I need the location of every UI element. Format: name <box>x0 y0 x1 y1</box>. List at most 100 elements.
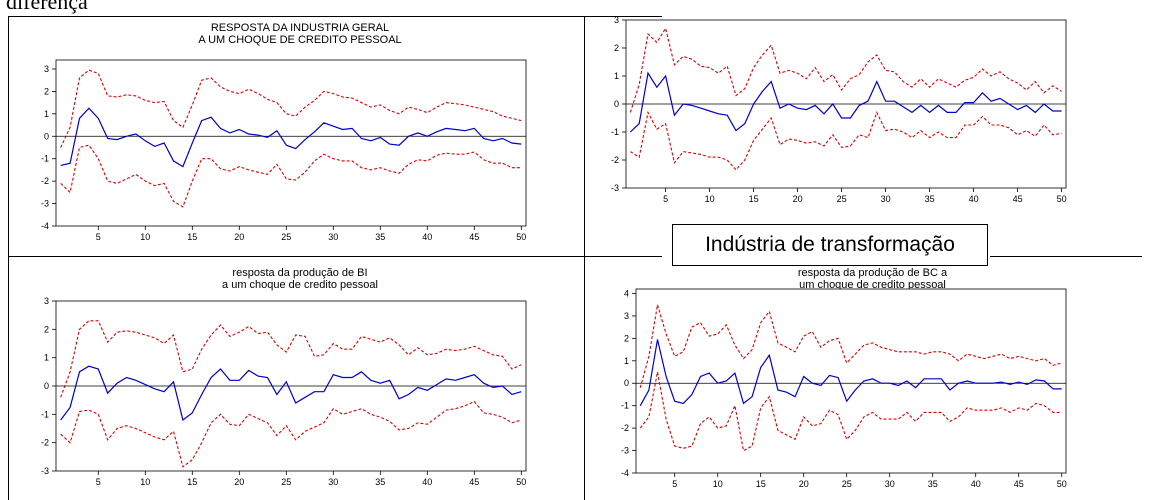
y-tick-label: 0 <box>44 381 49 391</box>
x-tick-label: 40 <box>422 477 432 487</box>
x-tick-label: 45 <box>469 477 479 487</box>
confidence-band-upper <box>60 320 522 398</box>
x-tick-label: 40 <box>971 479 981 489</box>
y-tick-label: -2 <box>41 438 49 448</box>
chart-1-title: RESPOSTA DA INDUSTRIA GERAL <box>210 22 390 34</box>
y-tick-label: -1 <box>41 409 49 419</box>
x-tick-label: 10 <box>705 194 715 204</box>
y-tick-label: -3 <box>611 183 619 193</box>
x-tick-label: 45 <box>1014 479 1024 489</box>
plot-frame <box>635 288 1067 474</box>
chart-4-title: resposta da produção de BC a <box>797 267 948 279</box>
x-tick-label: 30 <box>328 477 338 487</box>
x-tick-label: 15 <box>749 194 759 204</box>
frame-divider-horizontal-right <box>990 256 1142 257</box>
y-tick-label: 1 <box>44 353 49 363</box>
industry-label-box: Indústria de transformação <box>672 224 988 266</box>
y-tick-label: 2 <box>614 43 619 53</box>
impulse-response-line <box>629 71 1062 133</box>
x-tick-label: 15 <box>187 477 197 487</box>
x-tick-label: 15 <box>187 232 197 242</box>
x-tick-label: 5 <box>672 479 677 489</box>
confidence-band-lower <box>630 110 1062 171</box>
x-tick-label: 25 <box>281 232 291 242</box>
x-tick-label: 50 <box>1057 194 1067 204</box>
x-tick-label: 45 <box>1013 194 1023 204</box>
y-tick-label: 0 <box>624 378 629 388</box>
x-tick-label: 50 <box>516 477 526 487</box>
x-tick-label: 25 <box>842 479 852 489</box>
y-tick-label: -2 <box>41 176 49 186</box>
y-tick-label: -3 <box>621 446 629 456</box>
x-tick-label: 50 <box>1057 479 1067 489</box>
y-tick-label: 2 <box>624 333 629 343</box>
chart-1-subtitle: A UM CHOQUE DE CREDITO PESSOAL <box>198 34 402 46</box>
x-tick-label: 35 <box>375 232 385 242</box>
x-tick-label: 20 <box>799 479 809 489</box>
y-tick-label: 3 <box>614 15 619 25</box>
y-tick-label: -2 <box>611 155 619 165</box>
chart-panel-1: RESPOSTA DA INDUSTRIA GERAL A UM CHOQUE … <box>20 22 580 252</box>
y-tick-label: 4 <box>624 288 629 298</box>
frame-divider-vertical <box>584 16 585 500</box>
x-tick-label: 10 <box>140 477 150 487</box>
x-tick-label: 35 <box>928 479 938 489</box>
confidence-band-lower <box>60 144 522 208</box>
x-tick-label: 20 <box>234 477 244 487</box>
frame-divider-horizontal-left <box>8 256 662 257</box>
impulse-response-line <box>60 365 522 422</box>
x-tick-label: 5 <box>663 194 668 204</box>
y-tick-label: -4 <box>621 468 629 478</box>
x-tick-label: 50 <box>516 232 526 242</box>
x-tick-label: 40 <box>422 232 432 242</box>
chart-panel-3: resposta da produção de BI a um choque d… <box>20 267 580 497</box>
x-tick-label: 45 <box>469 232 479 242</box>
impulse-response-line <box>60 107 522 168</box>
x-tick-label: 35 <box>925 194 935 204</box>
frame-left-line <box>8 16 9 500</box>
frame-top-line <box>8 16 662 17</box>
y-tick-label: 3 <box>44 296 49 306</box>
x-tick-label: 30 <box>328 232 338 242</box>
x-tick-label: 20 <box>234 232 244 242</box>
confidence-band-upper <box>629 27 1062 113</box>
x-tick-label: 25 <box>837 194 847 204</box>
industry-label-text: Indústria de transformação <box>705 233 955 256</box>
y-tick-label: -1 <box>41 154 49 164</box>
chart-panel-2: -3 -2 -1 0 1 2 3 5 10 15 20 25 30 35 40 45 50 <box>600 14 1140 219</box>
y-tick-label: -3 <box>41 199 49 209</box>
y-tick-label: 2 <box>44 86 49 96</box>
x-tick-label: 35 <box>375 477 385 487</box>
x-tick-label: 10 <box>140 232 150 242</box>
confidence-band-upper <box>639 304 1062 388</box>
impulse-response-line <box>639 339 1062 406</box>
x-tick-label: 10 <box>713 479 723 489</box>
y-tick-label: 3 <box>44 64 49 74</box>
x-tick-label: 25 <box>281 477 291 487</box>
chart-4-subtitle: um choque de credito pessoal <box>799 279 946 291</box>
chart-panel-4: resposta da produção de BC a um choque d… <box>600 267 1145 497</box>
chart-3-title: resposta da produção de BI <box>232 267 368 279</box>
x-tick-label: 5 <box>96 232 101 242</box>
y-tick-label: 1 <box>624 356 629 366</box>
y-tick-label: 1 <box>614 71 619 81</box>
confidence-band-lower <box>639 371 1062 452</box>
x-tick-label: 40 <box>969 194 979 204</box>
x-tick-label: 30 <box>881 194 891 204</box>
y-tick-label: 2 <box>44 324 49 334</box>
y-tick-label: -4 <box>41 221 49 231</box>
chart-3-subtitle: a um choque de credito pessoal <box>222 279 378 291</box>
x-tick-label: 30 <box>885 479 895 489</box>
y-tick-label: 0 <box>44 131 49 141</box>
y-tick-label: -1 <box>621 401 629 411</box>
y-tick-label: -2 <box>621 423 629 433</box>
y-tick-label: 0 <box>614 99 619 109</box>
x-tick-label: 20 <box>793 194 803 204</box>
y-tick-label: -3 <box>41 466 49 476</box>
y-tick-label: -1 <box>611 127 619 137</box>
x-tick-label: 15 <box>756 479 766 489</box>
